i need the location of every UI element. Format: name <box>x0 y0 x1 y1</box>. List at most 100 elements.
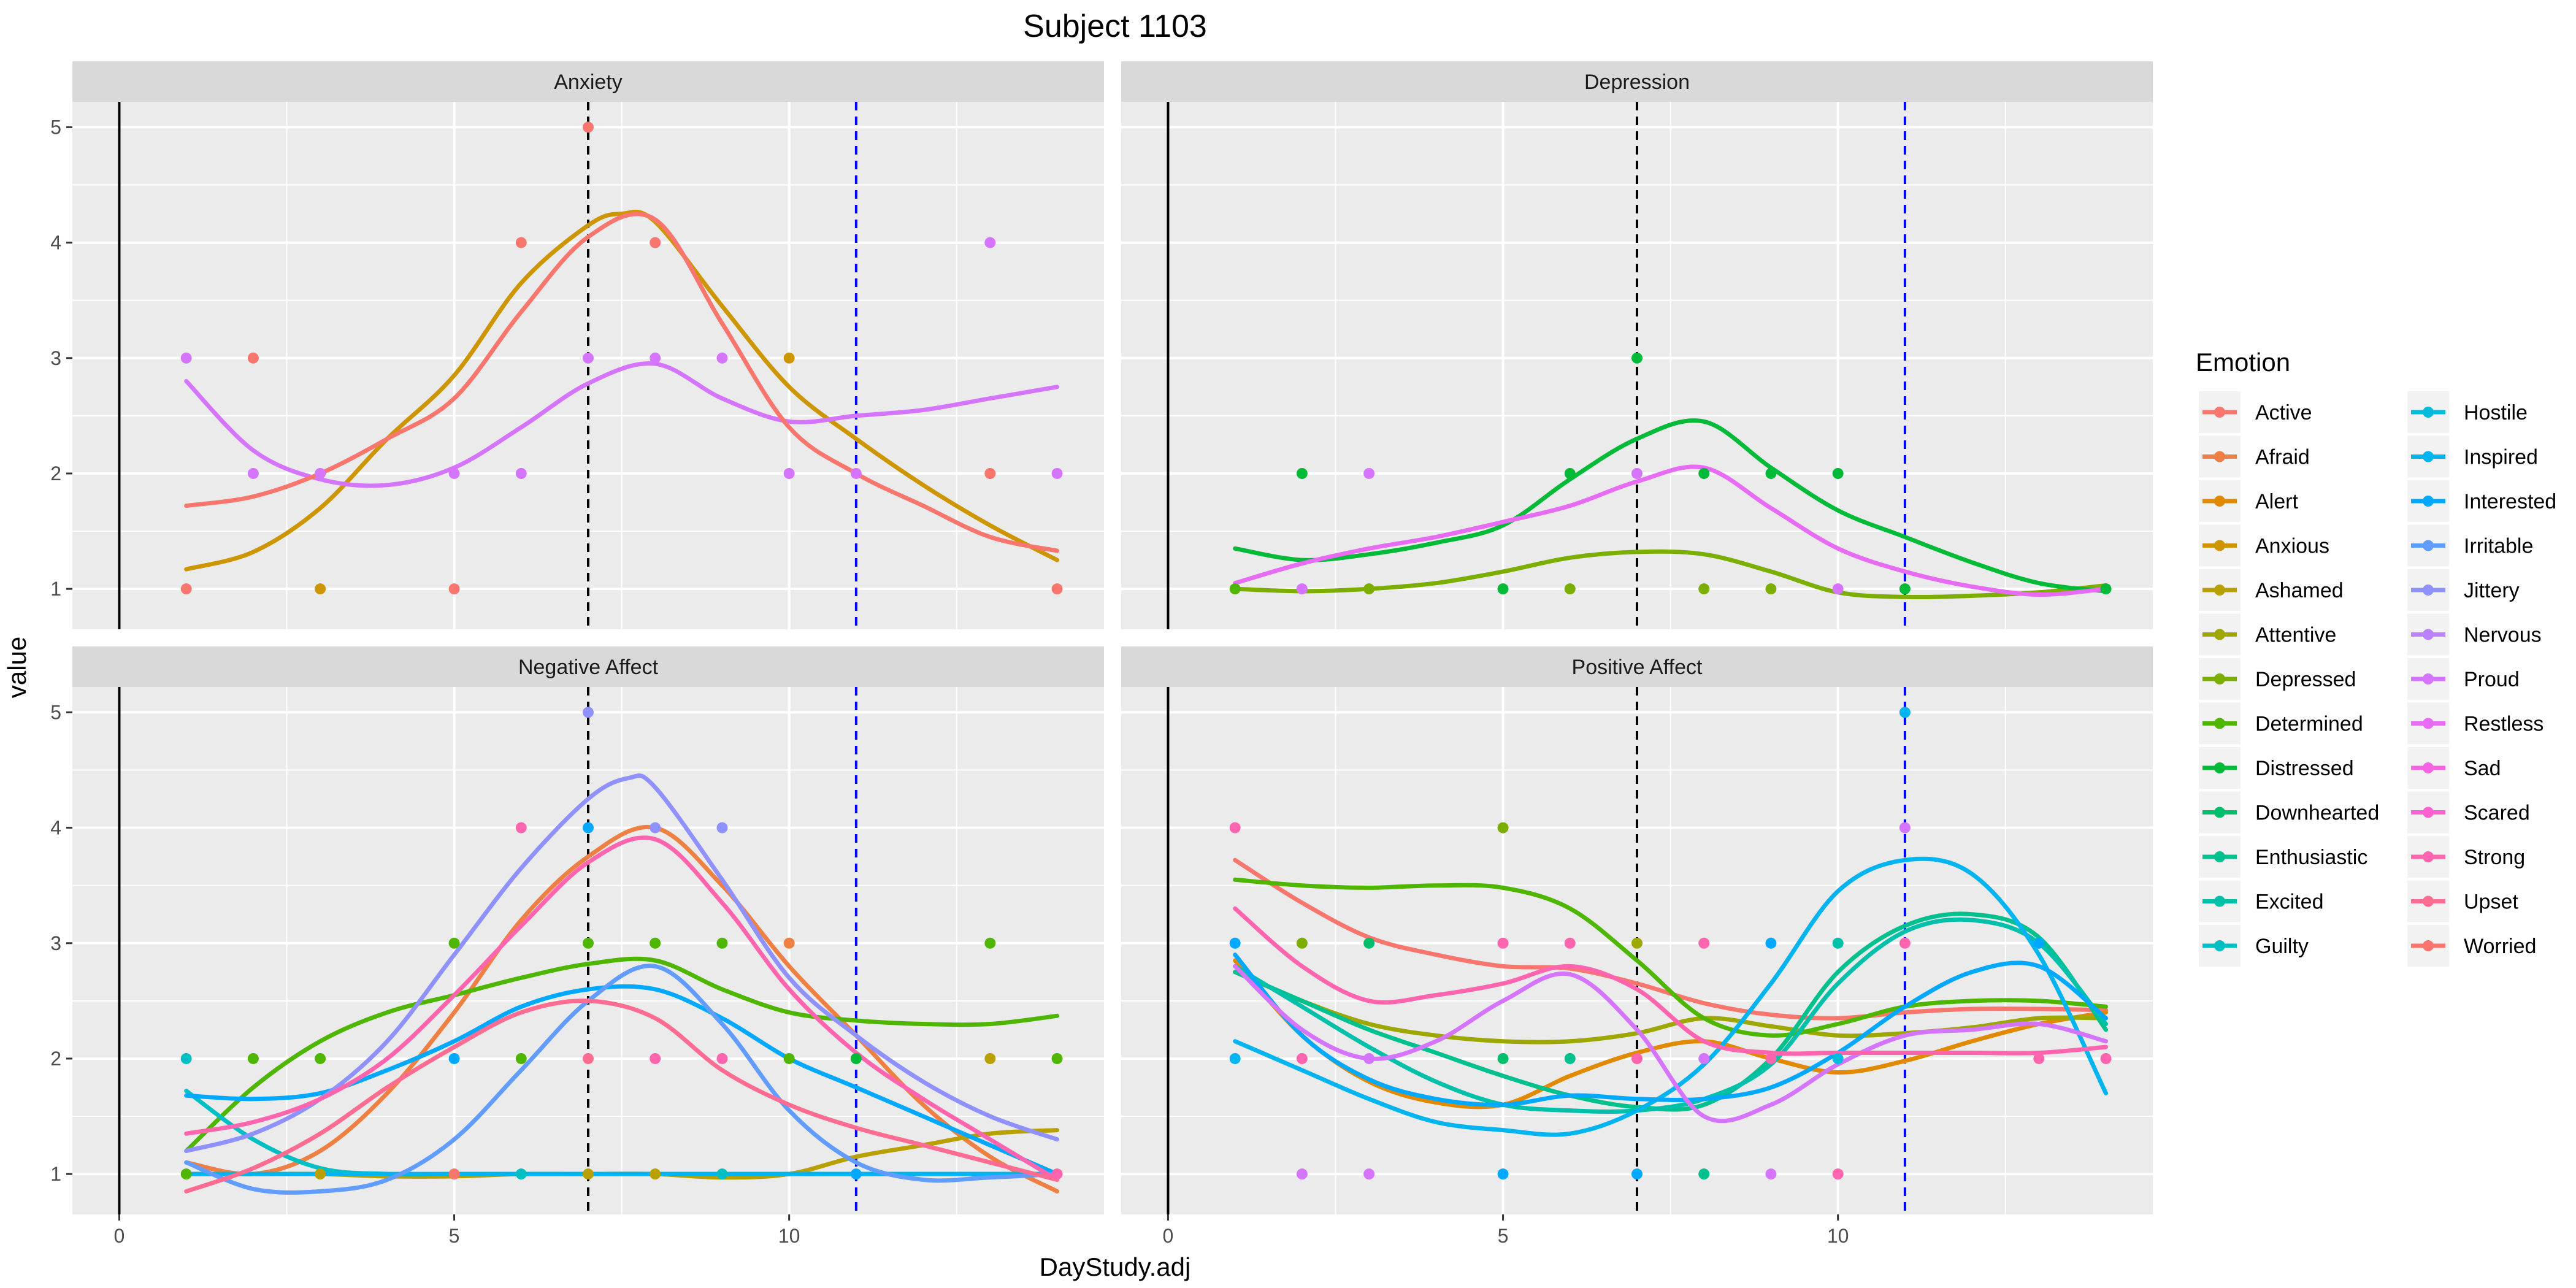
series-line-inspired <box>1233 856 2108 1137</box>
legend-key-point <box>2214 718 2225 729</box>
data-point <box>650 822 661 834</box>
legend-label-jittery: Jittery <box>2464 579 2520 602</box>
data-point <box>1631 937 1643 949</box>
legend-item-restless: Restless <box>2407 702 2543 745</box>
legend-label-inspired: Inspired <box>2464 446 2538 469</box>
data-point <box>1051 467 1063 479</box>
data-point <box>1899 583 1911 595</box>
data-point <box>1765 1052 1777 1064</box>
data-point <box>2100 583 2112 595</box>
data-point <box>1698 1052 1710 1064</box>
data-point <box>783 937 795 949</box>
legend-title: Emotion <box>2196 348 2290 377</box>
data-point <box>1296 467 1308 479</box>
data-point <box>448 1168 460 1180</box>
legend-key-point <box>2214 762 2225 773</box>
legend-label-nervous: Nervous <box>2464 624 2542 647</box>
data-point <box>1564 1052 1576 1064</box>
data-point <box>716 352 728 364</box>
series-line-strong <box>1233 906 2108 1056</box>
legend-item-afraid: Afraid <box>2199 435 2310 478</box>
series-line-restless <box>184 361 1059 488</box>
legend-label-downhearted: Downhearted <box>2255 802 2379 825</box>
legend-key-point <box>2423 940 2434 951</box>
legend-label-excited: Excited <box>2255 891 2324 914</box>
data-point <box>448 583 460 595</box>
x-tick-label: 5 <box>1498 1225 1509 1247</box>
data-point <box>315 1168 326 1180</box>
data-point <box>1564 467 1576 479</box>
legend-key-point <box>2423 585 2434 596</box>
data-point <box>650 352 661 364</box>
x-tick-label: 0 <box>114 1225 125 1247</box>
data-point <box>850 467 862 479</box>
x-tick-label: 10 <box>778 1225 800 1247</box>
data-point <box>1765 937 1777 949</box>
data-point <box>1832 583 1844 595</box>
legend-item-excited: Excited <box>2199 880 2324 922</box>
data-point <box>1765 583 1777 595</box>
data-point <box>448 1052 460 1064</box>
data-point <box>1363 1168 1375 1180</box>
data-point <box>1698 1168 1710 1180</box>
panel-positive-affect: Positive Affect 0 5 10 <box>1121 646 2153 1247</box>
strip-anxiety <box>72 61 1104 102</box>
series-line-distressed <box>1233 418 2108 594</box>
data-point <box>1497 583 1509 595</box>
series-line-depressed <box>1233 549 2108 600</box>
data-point <box>650 1052 661 1064</box>
data-point <box>1765 1168 1777 1180</box>
data-point <box>2100 1052 2112 1064</box>
data-point <box>583 121 594 133</box>
data-point <box>1832 937 1844 949</box>
y-tick-label: 5 <box>50 116 61 138</box>
x-tick-label: 5 <box>449 1225 460 1247</box>
data-point <box>1497 1052 1509 1064</box>
data-point <box>515 1168 527 1180</box>
legend-label-attentive: Attentive <box>2255 624 2336 647</box>
legend-key-point <box>2423 718 2434 729</box>
panel-background <box>1121 102 2153 629</box>
data-point <box>850 1168 862 1180</box>
data-point <box>1051 583 1063 595</box>
data-point <box>448 467 460 479</box>
strip-negative-affect <box>72 646 1104 687</box>
legend-label-sad: Sad <box>2464 757 2501 780</box>
legend-key-point <box>2214 585 2225 596</box>
legend-key-point <box>2423 540 2434 551</box>
y-tick-label: 1 <box>50 1163 61 1185</box>
x-tick-label: 0 <box>1163 1225 1174 1247</box>
x-tick-label: 10 <box>1827 1225 1849 1247</box>
legend-key-point <box>2423 851 2434 862</box>
legend-label-hostile: Hostile <box>2464 401 2528 424</box>
data-point <box>783 1052 795 1064</box>
data-point <box>1497 937 1509 949</box>
legend-item-downhearted: Downhearted <box>2199 791 2379 834</box>
legend-item-attentive: Attentive <box>2199 613 2336 656</box>
data-point <box>247 352 259 364</box>
strip-label-depression: Depression <box>1584 71 1690 94</box>
legend-label-scared: Scared <box>2464 802 2530 825</box>
y-tick-label: 2 <box>50 462 61 485</box>
data-point <box>984 937 996 949</box>
legend-item-guilty: Guilty <box>2199 925 2309 967</box>
legend-key-point <box>2423 807 2434 818</box>
strip-label-negative-affect: Negative Affect <box>518 656 659 679</box>
panel-anxiety: Anxiety 1 2 3 4 5 <box>50 61 1104 629</box>
legend-item-determined: Determined <box>2199 702 2363 745</box>
data-point <box>1631 1052 1643 1064</box>
legend-item-hostile: Hostile <box>2407 391 2528 433</box>
data-point <box>583 822 594 834</box>
panel-background <box>72 687 1104 1214</box>
data-point <box>650 937 661 949</box>
data-point <box>716 1052 728 1064</box>
series-line-determined <box>1233 877 2108 1038</box>
data-point <box>1497 822 1509 834</box>
series-line-enthusiastic <box>1233 911 2108 1112</box>
legend-item-active: Active <box>2199 391 2312 433</box>
data-point <box>650 237 661 248</box>
data-point <box>1564 583 1576 595</box>
panel-grid: Anxiety 1 2 3 4 5 Depression Negative Affect 1 2 3… <box>50 61 2153 1247</box>
data-point <box>515 467 527 479</box>
data-point <box>1296 937 1308 949</box>
